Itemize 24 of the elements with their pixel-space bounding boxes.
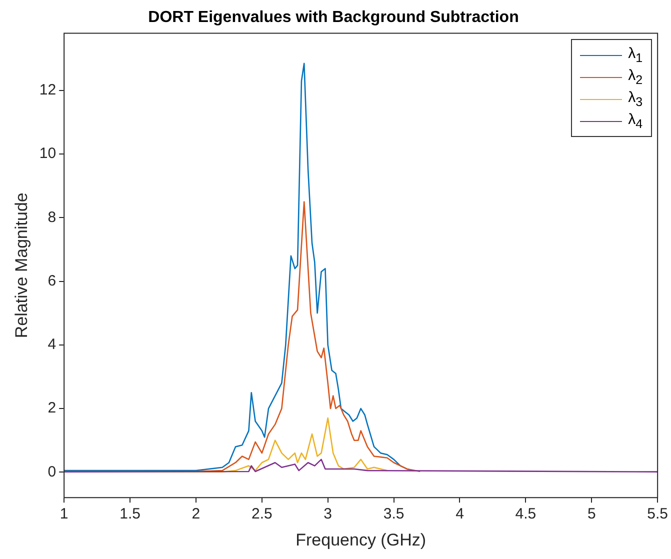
y-tick-label: 12 xyxy=(39,82,56,99)
x-tick-label: 2 xyxy=(192,506,200,523)
y-tick-label: 4 xyxy=(48,336,56,354)
x-tick-label: 5.5 xyxy=(647,506,668,523)
x-tick-label: 1.5 xyxy=(120,506,140,523)
legend-label: λ$_{2}$ xyxy=(628,67,643,88)
x-tick-label: 3.5 xyxy=(383,506,404,523)
legend-label: λ$_{4}$ xyxy=(628,111,643,132)
y-axis-title: Relative Magnitude xyxy=(12,192,31,338)
chart-title: DORT Eigenvalues with Background Subtraction xyxy=(148,9,519,26)
x-tick-label: 3 xyxy=(324,506,332,523)
x-tick-label: 1 xyxy=(60,506,68,523)
x-axis-title: Frequency (GHz) xyxy=(296,530,426,550)
y-tick-label: 2 xyxy=(48,400,56,417)
y-tick-label: 0 xyxy=(48,463,56,480)
legend-label: λ$_{3}$ xyxy=(628,89,643,110)
y-tick-label: 8 xyxy=(48,208,56,226)
y-tick-label: 10 xyxy=(39,145,56,162)
x-tick-label: 5 xyxy=(587,506,596,523)
x-tick-label: 4.5 xyxy=(515,506,536,523)
legend-label: λ$_{1}$ xyxy=(628,45,643,66)
x-tick-label: 2.5 xyxy=(251,506,272,523)
y-tick-label: 6 xyxy=(48,272,56,290)
x-tick-label: 4 xyxy=(456,506,464,523)
